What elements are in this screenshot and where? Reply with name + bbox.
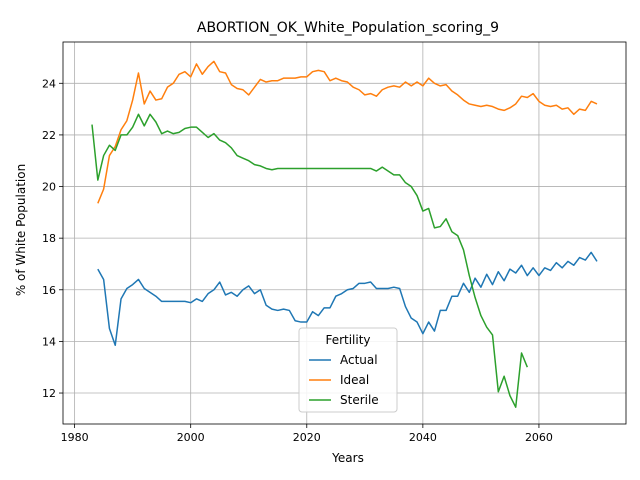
series-line-actual	[97, 251, 598, 347]
series-line-sterile	[91, 113, 529, 408]
x-tick-label: 2020	[293, 431, 321, 444]
x-axis-ticks: 1980 2000 2020 2040 2060	[61, 424, 553, 444]
y-tick-label: 14	[42, 335, 56, 348]
x-tick-label: 1980	[61, 431, 89, 444]
x-axis-label: Years	[331, 451, 364, 465]
chart-title: ABORTION_OK_White_Population_scoring_9	[197, 20, 499, 36]
legend-title: Fertility	[325, 333, 370, 347]
legend-label-ideal: Ideal	[340, 373, 369, 387]
legend: Fertility Actual Ideal Sterile	[298, 327, 398, 413]
y-tick-label: 22	[42, 129, 56, 142]
y-tick-label: 20	[42, 181, 56, 194]
y-axis-ticks: 12 14 16 18 20 22 24	[42, 77, 63, 400]
y-axis-label: % of White Population	[14, 164, 28, 296]
y-tick-label: 12	[42, 387, 56, 400]
series-line-ideal	[97, 60, 598, 204]
y-tick-label: 18	[42, 232, 56, 245]
legend-box	[298, 327, 398, 413]
x-tick-label: 2060	[525, 431, 553, 444]
x-tick-label: 2040	[409, 431, 437, 444]
legend-label-actual: Actual	[340, 353, 378, 367]
x-tick-label: 2000	[177, 431, 205, 444]
plot-frame	[62, 41, 627, 425]
y-tick-label: 24	[42, 77, 56, 90]
y-tick-label: 16	[42, 284, 56, 297]
series-lines	[91, 60, 598, 408]
legend-label-sterile: Sterile	[340, 393, 379, 407]
